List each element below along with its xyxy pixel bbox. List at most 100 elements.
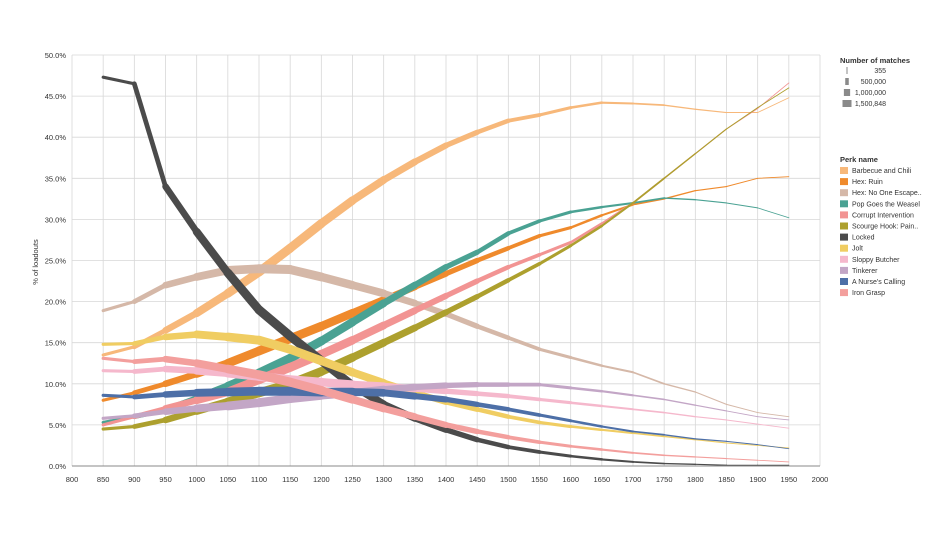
series-segment <box>726 177 759 188</box>
series-segment <box>632 197 666 204</box>
series-segment <box>411 413 450 428</box>
series-segment <box>694 439 728 444</box>
series-segment <box>506 252 542 269</box>
series-segment <box>223 398 264 411</box>
series-segment <box>223 264 264 275</box>
series-segment <box>317 317 357 346</box>
series-segment <box>285 265 326 282</box>
series-segment <box>474 402 511 412</box>
series-segment <box>600 458 635 463</box>
series-segment <box>223 386 264 397</box>
series-segment <box>632 461 666 465</box>
series-segment <box>663 454 697 458</box>
series-segment <box>694 185 728 192</box>
series-segment <box>101 300 136 313</box>
x-tick-label: 850 <box>97 475 110 484</box>
series-segment <box>569 214 604 229</box>
color-legend-label: Hex: No One Escape.. <box>852 190 922 197</box>
series-segment <box>569 419 604 428</box>
x-tick-label: 1850 <box>718 475 735 484</box>
series-segment <box>474 264 511 284</box>
series-segment <box>726 419 759 425</box>
series-segment <box>254 353 295 378</box>
series-segment <box>192 388 232 397</box>
series-segment <box>223 346 264 368</box>
series-segment <box>192 330 232 341</box>
series-segment <box>569 386 604 393</box>
color-legend-label: Scourge Hook: Pain.. <box>852 224 918 231</box>
series-segment <box>443 257 480 277</box>
color-legend-label: A Nurse's Calling <box>852 279 905 286</box>
series-segment <box>694 438 728 442</box>
series-segment <box>443 396 480 408</box>
series-segment <box>600 201 635 228</box>
series-segment <box>632 408 666 414</box>
series-segment <box>101 414 136 420</box>
color-legend-swatch <box>840 289 848 297</box>
series-segment <box>632 198 666 206</box>
series-segment <box>101 345 136 357</box>
color-legend-swatch <box>840 189 848 197</box>
series-segment <box>537 347 573 360</box>
series-segment <box>726 107 759 130</box>
series-segment <box>569 356 604 367</box>
series-segment <box>411 393 450 403</box>
color-legend-swatch <box>840 278 848 285</box>
x-tick-label: 1250 <box>344 475 361 484</box>
series-segment <box>380 389 419 400</box>
y-tick-label: 25.0% <box>45 257 67 266</box>
series-line <box>101 355 790 463</box>
series-segment <box>663 462 697 466</box>
series-segment <box>254 264 295 275</box>
series-segment <box>600 428 635 435</box>
series-segment <box>131 417 168 429</box>
series-segment <box>506 394 542 402</box>
series-segment <box>663 398 697 406</box>
series-segment <box>506 233 542 251</box>
series-segment <box>101 75 136 86</box>
series-segment <box>131 334 168 346</box>
series-segment <box>600 390 635 397</box>
series-segment <box>600 101 635 105</box>
color-legend-swatch <box>840 200 848 208</box>
x-tick-label: 1800 <box>687 475 704 484</box>
series-segment <box>285 344 326 366</box>
y-tick-label: 40.0% <box>45 133 67 142</box>
series-segment <box>474 429 511 440</box>
series-segment <box>600 364 635 374</box>
series-segment <box>694 456 728 460</box>
y-tick-label: 5.0% <box>49 421 66 430</box>
series-segment <box>694 404 728 412</box>
series-segment <box>192 402 232 413</box>
series-segment <box>632 371 666 385</box>
x-tick-label: 950 <box>159 475 172 484</box>
series-segment <box>726 403 759 414</box>
series-segment <box>254 370 295 387</box>
series-segment <box>537 420 573 429</box>
series-segment <box>101 424 136 431</box>
series-segment <box>632 102 666 106</box>
series-segment <box>600 201 635 209</box>
series-segment <box>192 227 232 277</box>
series-segment <box>443 278 480 299</box>
y-tick-label: 0.0% <box>49 462 66 471</box>
series-segment <box>757 97 790 113</box>
x-tick-label: 2000 <box>812 475 829 484</box>
series-segment <box>537 450 573 458</box>
series-segment <box>632 177 666 204</box>
size-legend-title: Number of matches <box>840 56 910 65</box>
series-line <box>101 386 790 450</box>
series-segment <box>632 452 666 457</box>
series-segment <box>694 391 728 405</box>
series-segment <box>537 383 573 390</box>
series-segment <box>757 423 790 429</box>
series-segment <box>726 440 759 446</box>
series-segment <box>348 299 388 327</box>
x-tick-label: 1650 <box>593 475 610 484</box>
series-segment <box>192 366 232 378</box>
series-segment <box>101 369 136 374</box>
size-legend-swatch <box>845 78 849 85</box>
series-segment <box>632 432 666 438</box>
color-legend-swatch <box>840 244 848 252</box>
